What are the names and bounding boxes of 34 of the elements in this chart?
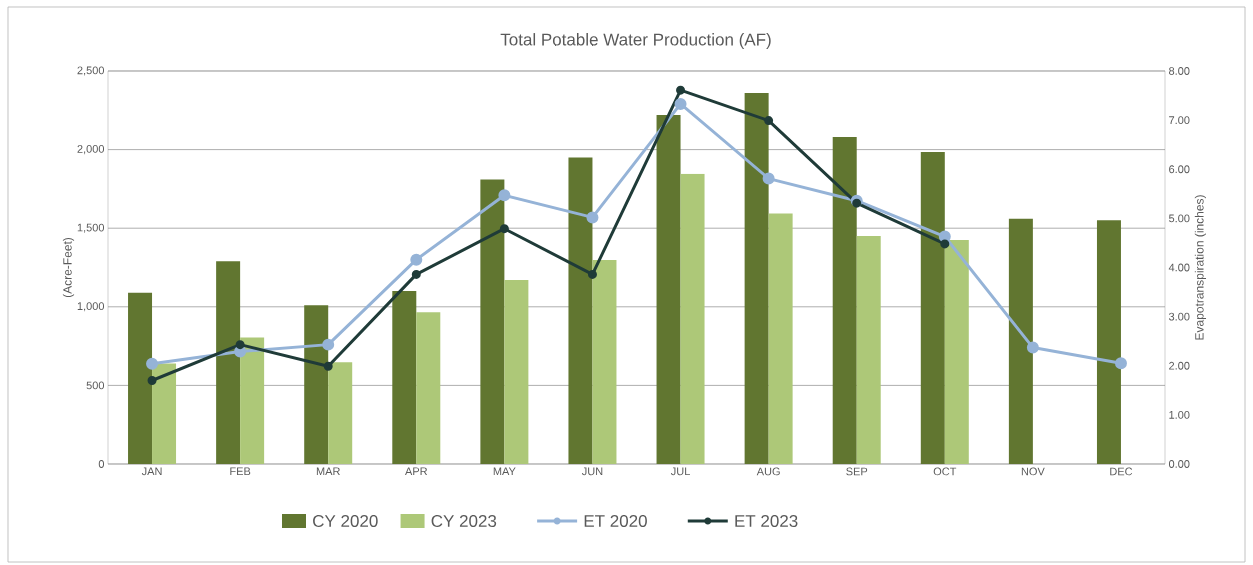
y-axis-title: (Acre-Feet): [62, 237, 75, 298]
y-tick-label: 2,000: [77, 145, 105, 155]
y-tick-label: 500: [86, 381, 105, 390]
legend-label: ET 2020: [584, 514, 647, 528]
x-tick-label: MAR: [316, 467, 340, 476]
y2-tick-label: 6.00: [1169, 165, 1190, 174]
y-tick-label: 0: [98, 460, 105, 468]
y2-tick-label: 7.00: [1169, 116, 1190, 125]
legend-label: CY 2023: [431, 514, 497, 528]
x-tick-label: NOV: [1021, 467, 1045, 476]
y2-tick-label: 4.00: [1168, 263, 1190, 272]
y2-axis-title: Evapotranspiration (inches): [1194, 195, 1207, 340]
legend-label: ET 2023: [735, 514, 798, 528]
chart-title: Total Potable Water Production (AF): [500, 33, 771, 49]
x-tick-label: OCT: [933, 467, 957, 476]
y-tick-label: 1,000: [77, 302, 105, 312]
x-tick-label: JUL: [670, 467, 690, 476]
x-tick-label: SEP: [846, 467, 868, 476]
y2-tick-label: 0.00: [1168, 460, 1190, 468]
x-tick-label: JAN: [141, 467, 162, 476]
x-tick-label: FEB: [230, 467, 251, 476]
x-tick-label: AUG: [756, 467, 780, 476]
y-tick-label: 1,500: [77, 223, 105, 233]
y2-tick-label: 1.00: [1169, 410, 1190, 419]
x-tick-label: APR: [405, 467, 428, 476]
y2-tick-label: 8.00: [1169, 67, 1190, 75]
y2-tick-label: 2.00: [1169, 361, 1190, 370]
y2-tick-label: 5.00: [1168, 214, 1190, 223]
y2-tick-label: 3.00: [1168, 312, 1190, 321]
x-tick-label: JUN: [581, 467, 603, 476]
y-tick-label: 2,500: [77, 66, 105, 76]
x-tick-label: MAY: [493, 467, 516, 476]
legend-label: CY 2020: [313, 514, 378, 528]
x-tick-label: DEC: [1110, 467, 1133, 476]
